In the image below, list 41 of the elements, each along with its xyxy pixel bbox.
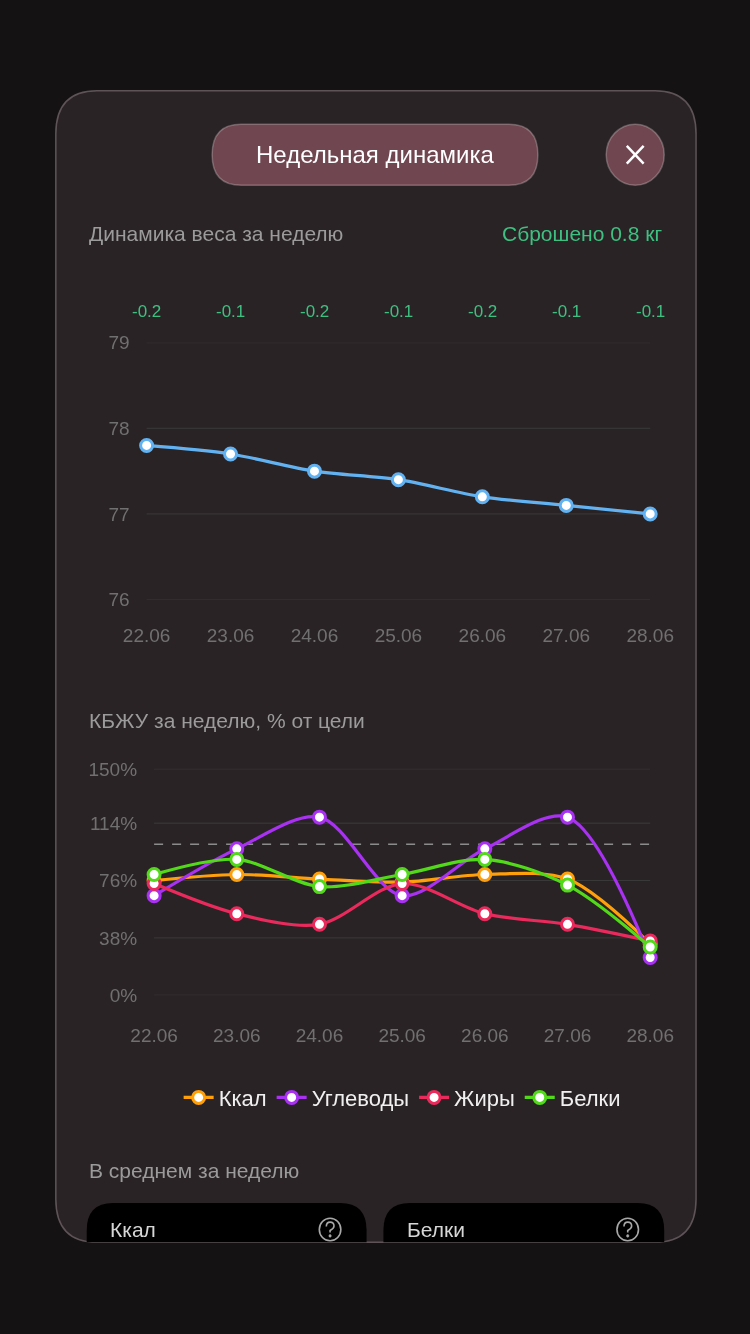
- y-tick-label: 76%: [99, 870, 138, 892]
- text: Белки: [407, 1218, 465, 1241]
- x-tick-label: 28.06: [626, 1025, 674, 1047]
- chart-subtitle: Сброшено 0.8 кг: [502, 222, 663, 245]
- x-tick-label: 23.06: [206, 624, 255, 646]
- legend-label: Углеводы: [311, 1085, 410, 1111]
- text: -0.1: [636, 302, 666, 321]
- text: Недельная динамика: [256, 141, 495, 168]
- chart-title: Динамика веса за неделю: [89, 222, 344, 245]
- x-tick-label: 27.06: [543, 1025, 592, 1047]
- y-tick-label: 77: [108, 503, 130, 525]
- x-tick-label: 23.06: [213, 1025, 261, 1047]
- x-tick-label: 27.06: [542, 624, 591, 646]
- x-tick-label: 25.06: [378, 1025, 426, 1047]
- legend-label: Ккал: [218, 1085, 267, 1111]
- x-tick-label: 26.06: [458, 624, 507, 646]
- x-tick-label: 25.06: [374, 624, 423, 646]
- legend-label: Белки: [559, 1085, 621, 1111]
- x-tick-label: 24.06: [290, 624, 339, 646]
- y-tick-label: 38%: [99, 927, 138, 949]
- y-tick-label: 150%: [88, 758, 138, 780]
- y-tick-label: 114%: [89, 812, 138, 834]
- text: -0.2: [300, 302, 330, 321]
- text: -0.2: [132, 302, 162, 321]
- x-tick-label: 22.06: [122, 624, 171, 646]
- x-tick-label: 28.06: [626, 624, 674, 646]
- y-tick-label: 79: [108, 332, 130, 354]
- text: Ккал: [110, 1218, 156, 1241]
- text: -0.1: [384, 302, 414, 321]
- text: -0.2: [468, 302, 498, 321]
- text: В среднем за неделю: [89, 1159, 300, 1182]
- legend-label: Жиры: [454, 1085, 515, 1111]
- y-tick-label: 0%: [109, 984, 138, 1006]
- chart-title: КБЖУ за неделю, % от цели: [89, 709, 365, 732]
- x-tick-label: 22.06: [130, 1025, 178, 1047]
- y-tick-label: 78: [108, 417, 130, 439]
- x-tick-label: 24.06: [295, 1025, 344, 1047]
- text: -0.1: [216, 302, 246, 321]
- y-tick-label: 76: [108, 589, 130, 611]
- text: -0.1: [552, 302, 582, 321]
- x-tick-label: 26.06: [461, 1025, 509, 1047]
